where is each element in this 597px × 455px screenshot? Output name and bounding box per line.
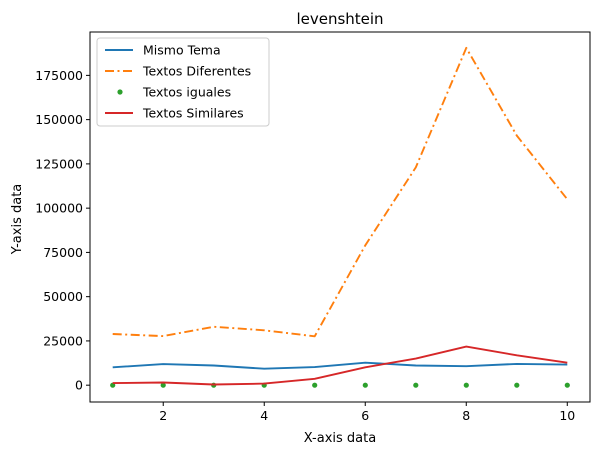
- data-point-series-3-7: [413, 383, 418, 388]
- chart-title: levenshtein: [296, 10, 383, 28]
- x-tick-label-1: 2: [159, 408, 167, 423]
- data-point-series-3-6: [363, 383, 368, 388]
- legend: Mismo Tema Textos Diferentes Textos iguale…: [97, 38, 269, 126]
- y-tick-label-1: 0: [75, 378, 83, 393]
- y-tick-label-7: 150000: [35, 112, 83, 127]
- legend-label-1: Mismo Tema: [143, 43, 221, 58]
- data-point-series-3-9: [514, 383, 519, 388]
- x-tick-label-3: 6: [361, 408, 369, 423]
- x-tick-label-5: 10: [559, 408, 575, 423]
- legend-marker-3: [117, 89, 122, 94]
- x-axis-label: X-axis data: [304, 431, 376, 446]
- y-tick-label-4: 75000: [43, 245, 83, 260]
- x-tick-label-4: 8: [462, 408, 470, 423]
- legend-label-2: Textos Diferentes: [142, 64, 251, 79]
- y-tick-label-2: 25000: [43, 333, 83, 348]
- x-tick-label-2: 4: [260, 408, 268, 423]
- data-point-series-3-10: [565, 383, 570, 388]
- data-point-series-3-5: [312, 383, 317, 388]
- y-tick-label-8: 175000: [35, 68, 83, 83]
- y-tick-label-3: 50000: [43, 289, 83, 304]
- y-axis-label: Y-axis data: [10, 184, 25, 256]
- y-tick-label-6: 125000: [35, 156, 83, 171]
- legend-label-3: Textos iguales: [142, 85, 231, 100]
- y-tick-label-5: 100000: [35, 201, 83, 216]
- data-point-series-3-8: [464, 383, 469, 388]
- legend-label-4: Textos Similares: [142, 106, 244, 121]
